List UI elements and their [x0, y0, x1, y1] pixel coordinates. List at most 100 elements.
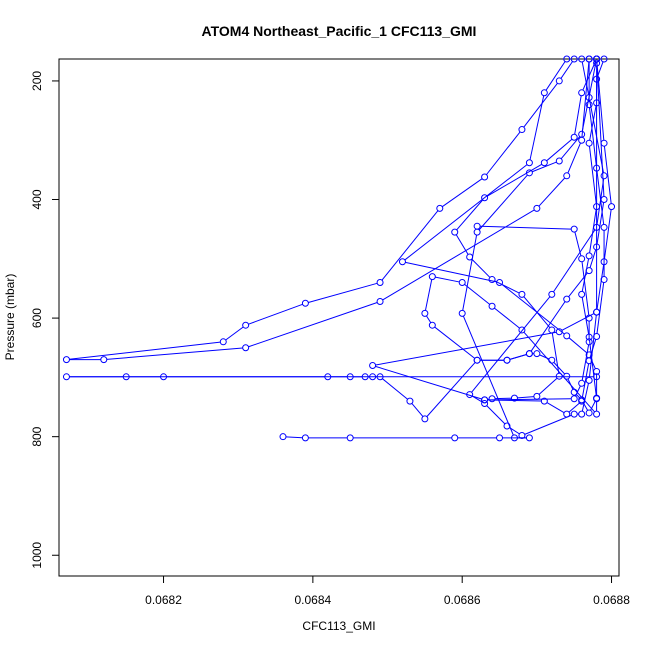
data-point	[496, 279, 504, 287]
series-line-segment	[561, 313, 595, 331]
data-point	[555, 77, 563, 85]
series-line-segment	[603, 146, 612, 204]
data-point	[518, 290, 526, 298]
series-line-segment	[382, 378, 408, 400]
data-point	[578, 379, 586, 387]
series-line-segment	[248, 303, 303, 325]
data-point	[62, 373, 70, 381]
data-point	[376, 297, 384, 305]
data-point	[100, 356, 108, 364]
data-point	[540, 159, 548, 167]
data-point	[398, 258, 406, 266]
data-point	[600, 223, 608, 231]
series-line-segment	[435, 276, 460, 283]
data-point	[585, 267, 593, 275]
data-point	[555, 372, 563, 380]
series-line-segment	[382, 209, 535, 301]
data-point	[525, 434, 533, 442]
series-line-segment	[486, 131, 521, 175]
data-point	[503, 356, 511, 364]
series-line-segment	[596, 61, 605, 141]
data-point	[570, 133, 578, 141]
chart-title: ATOM4 Northeast_Pacific_1 CFC113_GMI	[202, 23, 477, 39]
data-point	[428, 273, 436, 281]
series-line-segment	[597, 61, 604, 77]
data-point	[585, 314, 593, 322]
data-point	[563, 410, 571, 418]
data-point	[481, 399, 489, 407]
series-line-segment	[106, 347, 243, 360]
data-point	[242, 321, 250, 329]
data-series	[62, 55, 593, 364]
series-line-segment	[588, 339, 597, 396]
data-point	[451, 228, 459, 236]
data-point	[578, 55, 586, 63]
series-line-segment	[69, 341, 221, 360]
series-line-segment	[581, 61, 597, 132]
data-point	[488, 395, 496, 403]
series-line-segment	[494, 280, 520, 294]
y-tick-label: 200	[30, 71, 44, 91]
data-point	[369, 362, 377, 370]
series-line-segment	[424, 279, 433, 311]
series-line-segment	[426, 315, 432, 323]
x-tick-label: 0.0682	[145, 593, 182, 607]
series-line-segment	[404, 164, 528, 261]
series-line-segment	[478, 174, 528, 231]
data-point	[563, 172, 571, 180]
series-line-segment	[581, 261, 590, 316]
data-point	[361, 373, 369, 381]
data-point	[533, 204, 541, 212]
data-point	[219, 338, 227, 346]
series-line-segment	[546, 402, 565, 414]
data-point	[563, 372, 571, 380]
series-line-segment	[596, 171, 605, 225]
series-line-segment	[589, 209, 597, 253]
series-line-segment	[487, 398, 572, 401]
data-point	[578, 255, 586, 263]
series-line-segment	[285, 436, 303, 439]
data-point	[481, 173, 489, 181]
data-point	[585, 376, 593, 384]
data-point	[570, 225, 578, 233]
data-point	[451, 434, 459, 442]
data-point	[324, 373, 332, 381]
series-line-segment	[588, 107, 597, 166]
data-point	[578, 130, 586, 138]
series-line-segment	[568, 402, 580, 413]
data-point	[555, 328, 563, 336]
data-point	[518, 431, 526, 439]
x-axis-label: CFC113_GMI	[302, 619, 375, 633]
series-line-segment	[509, 354, 527, 360]
y-tick-label: 600	[30, 308, 44, 328]
data-point	[593, 308, 601, 316]
data-point	[62, 356, 70, 364]
series-line-segment	[381, 210, 439, 281]
series-line-segment	[567, 142, 581, 174]
series-line-segment	[596, 282, 605, 334]
series-line-segment	[375, 331, 557, 366]
series-line-segment	[589, 249, 597, 268]
data-point	[301, 299, 309, 307]
data-point	[585, 139, 593, 147]
data-point	[421, 415, 429, 423]
series-line-segment	[551, 332, 560, 374]
series-line-segment	[471, 258, 491, 278]
y-tick-label: 1000	[30, 542, 44, 569]
series-line-segment	[532, 161, 557, 173]
series-line-segment	[455, 234, 469, 255]
data-point	[600, 55, 608, 63]
data-point	[563, 55, 571, 63]
series-line-segment	[524, 414, 572, 435]
series-line-segment	[375, 365, 482, 400]
data-point	[578, 410, 586, 418]
data-point	[376, 279, 384, 287]
data-point	[525, 350, 533, 358]
data-series	[279, 55, 601, 442]
data-point	[578, 89, 586, 97]
data-point	[593, 59, 601, 67]
series-line-segment	[538, 177, 566, 207]
data-point	[488, 276, 496, 284]
data-point	[301, 434, 309, 442]
